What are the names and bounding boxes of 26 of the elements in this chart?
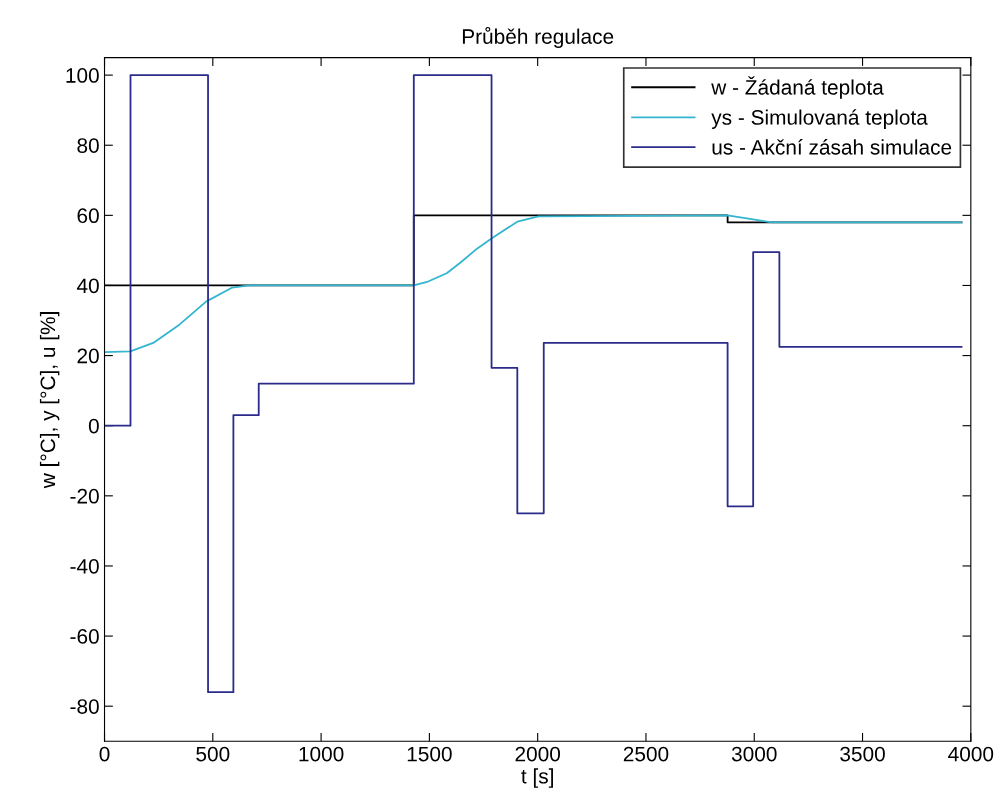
x-axis-title: t [s]: [521, 768, 553, 788]
legend-label: ys - Simulovaná teplota: [711, 109, 928, 129]
x-tick-label: 3000: [731, 746, 777, 762]
x-tick-label: 1500: [407, 746, 452, 762]
y-tick-label: -20: [70, 488, 99, 504]
legend-label: w - Žádaná teplota: [711, 76, 884, 99]
x-tick-label: 3500: [840, 746, 885, 762]
y-tick-label: 80: [77, 138, 99, 153]
y-axis-title: w [°C], y [°C], u [%]: [39, 312, 60, 489]
x-tick-label: 0: [99, 746, 110, 762]
x-tick-label: 4000: [948, 746, 994, 762]
legend-label: us - Akční zásah simulace: [712, 139, 952, 155]
y-tick-label: 20: [77, 348, 99, 364]
y-tick-label: -40: [70, 558, 99, 574]
y-tick-label: 0: [88, 418, 99, 434]
x-tick-label: 500: [196, 746, 230, 762]
y-tick-label: 40: [76, 278, 99, 294]
x-tick-label: 2000: [515, 746, 561, 762]
line-series: [104, 214, 963, 353]
y-tick-label: -80: [70, 699, 99, 714]
x-tick-label: 2500: [623, 746, 669, 762]
y-tick-label: 100: [66, 68, 99, 83]
y-tick-label: 60: [77, 208, 99, 224]
chart-title: Průběh regulace: [462, 26, 614, 49]
x-tick-label: 1000: [299, 746, 344, 762]
y-tick-label: -60: [70, 629, 99, 644]
